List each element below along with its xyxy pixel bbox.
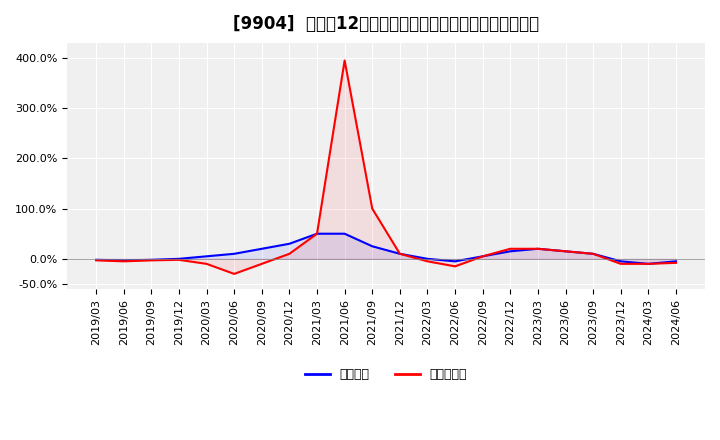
Title: [9904]  利益の12か月移動合計の対前年同期増減率の推移: [9904] 利益の12か月移動合計の対前年同期増減率の推移	[233, 15, 539, 33]
Legend: 経常利益, 当期純利益: 経常利益, 当期純利益	[300, 363, 472, 386]
